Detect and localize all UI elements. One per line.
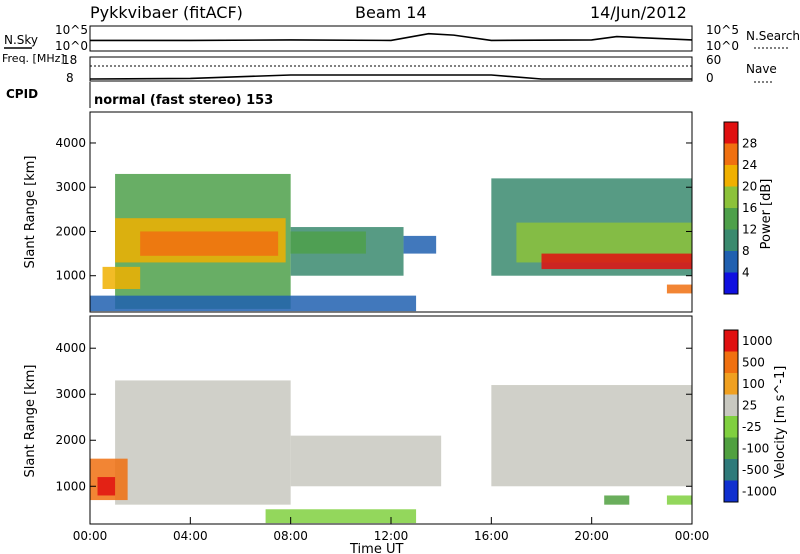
- velocity-colorbar-band: [724, 330, 738, 352]
- power-ytick-label: 4000: [55, 136, 86, 150]
- power-region-5: [290, 231, 366, 254]
- freq-right-tick-high: 60: [706, 53, 721, 67]
- power-colorbar-tick: 28: [742, 137, 757, 151]
- power-ylabel: Slant Range [km]: [23, 156, 38, 269]
- freq-series-line: [89, 74, 692, 80]
- velocity-region-7: [265, 509, 417, 524]
- freq-left-tick-low: 8: [66, 71, 74, 85]
- velocity-colorbar-label: Velocity [m s^-1]: [773, 366, 788, 479]
- power-region-9: [541, 253, 692, 270]
- velocity-region-4: [97, 477, 116, 496]
- velocity-ytick-label: 2000: [55, 433, 86, 447]
- velocity-colorbar-tick: 500: [742, 355, 765, 369]
- xaxis-label: Time UT: [349, 542, 403, 554]
- power-colorbar-tick: 4: [742, 266, 750, 280]
- velocity-ylabel: Slant Range [km]: [23, 365, 38, 478]
- xtick-label: 12:00: [374, 529, 409, 543]
- power-region-10: [666, 284, 692, 294]
- velocity-colorbar-band: [724, 373, 738, 395]
- power-region-11: [90, 295, 417, 312]
- date-label: 14/Jun/2012: [590, 3, 687, 22]
- velocity-region-6: [604, 495, 630, 505]
- cpid-value: normal (fast stereo) 153: [94, 93, 273, 108]
- velocity-colorbar-band: [724, 459, 738, 481]
- velocity-region-1: [290, 435, 442, 487]
- velocity-colorbar-tick: 25: [742, 398, 757, 412]
- power-colorbar-band: [724, 143, 738, 165]
- xtick-label: 08:00: [273, 529, 308, 543]
- power-colorbar-tick: 24: [742, 158, 757, 172]
- power-colorbar-tick: 20: [742, 180, 757, 194]
- velocity-colorbar-band: [724, 437, 738, 459]
- xtick-label: 16:00: [474, 529, 509, 543]
- power-colorbar-band: [724, 251, 738, 273]
- power-region-2: [140, 231, 279, 256]
- velocity-region-2: [491, 385, 692, 487]
- velocity-colorbar-band: [724, 351, 738, 373]
- velocity-colorbar-tick: -500: [742, 463, 769, 477]
- noise-right-label: N.Search: [746, 29, 800, 43]
- noise-left-tick-low: 10^0: [55, 39, 88, 53]
- xtick-label: 00:00: [675, 529, 710, 543]
- noise-panel-frame: [89, 25, 693, 52]
- velocity-ytick-label: 1000: [55, 479, 86, 493]
- noise-series-line: [90, 32, 693, 42]
- velocity-colorbar-frame: [723, 329, 739, 503]
- velocity-region-5: [666, 495, 692, 505]
- xtick-label: 20:00: [574, 529, 609, 543]
- power-colorbar-tick: 16: [742, 201, 757, 215]
- xtick-label: 00:00: [73, 529, 108, 543]
- power-ytick-label: 3000: [55, 180, 86, 194]
- velocity-region-0: [115, 380, 291, 505]
- power-colorbar-label: Power [dB]: [759, 179, 774, 250]
- power-colorbar-band: [724, 165, 738, 187]
- beam-label: Beam 14: [355, 3, 427, 22]
- power-colorbar-tick: 12: [742, 223, 757, 237]
- power-colorbar-tick: 8: [742, 244, 750, 258]
- power-colorbar-band: [724, 186, 738, 208]
- power-ytick-label: 1000: [55, 269, 86, 283]
- station-title: Pykkvibaer (fitACF): [90, 3, 243, 22]
- noise-left-tick-high: 10^5: [55, 23, 88, 37]
- velocity-colorbar-tick: -100: [742, 441, 769, 455]
- velocity-colorbar-tick: -1000: [742, 484, 777, 498]
- freq-left-tick-high: 18: [62, 53, 77, 67]
- freq-right-tick-low: 0: [706, 71, 714, 85]
- xtick-label: 04:00: [173, 529, 208, 543]
- noise-right-tick-high: 10^5: [706, 23, 739, 37]
- noise-left-label: N.Sky: [4, 33, 38, 47]
- power-colorbar-band: [724, 208, 738, 230]
- freq-left-label: Freq. [MHz]: [2, 52, 65, 65]
- velocity-ytick-label: 4000: [55, 341, 86, 355]
- power-ytick-label: 2000: [55, 224, 86, 238]
- power-colorbar-frame: [723, 121, 739, 295]
- power-colorbar-band: [724, 229, 738, 251]
- power-heatmap: [90, 173, 692, 312]
- power-region-3: [102, 266, 141, 289]
- velocity-ytick-label: 3000: [55, 387, 86, 401]
- freq-panel-frame: [89, 56, 693, 82]
- velocity-colorbar-band: [724, 480, 738, 502]
- freq-right-label: Nave: [746, 62, 777, 76]
- velocity-colorbar-tick: 100: [742, 377, 765, 391]
- power-colorbar-band: [724, 122, 738, 144]
- power-panel-frame: [89, 111, 693, 313]
- velocity-colorbar-tick: -25: [742, 420, 762, 434]
- noise-right-tick-low: 10^0: [706, 39, 739, 53]
- velocity-colorbar-band: [724, 416, 738, 438]
- power-colorbar-band: [724, 272, 738, 294]
- velocity-colorbar-band: [724, 394, 738, 416]
- power-region-6: [403, 235, 437, 254]
- velocity-colorbar-tick: 1000: [742, 334, 773, 348]
- velocity-heatmap: [90, 380, 692, 524]
- cpid-label: CPID: [6, 87, 38, 101]
